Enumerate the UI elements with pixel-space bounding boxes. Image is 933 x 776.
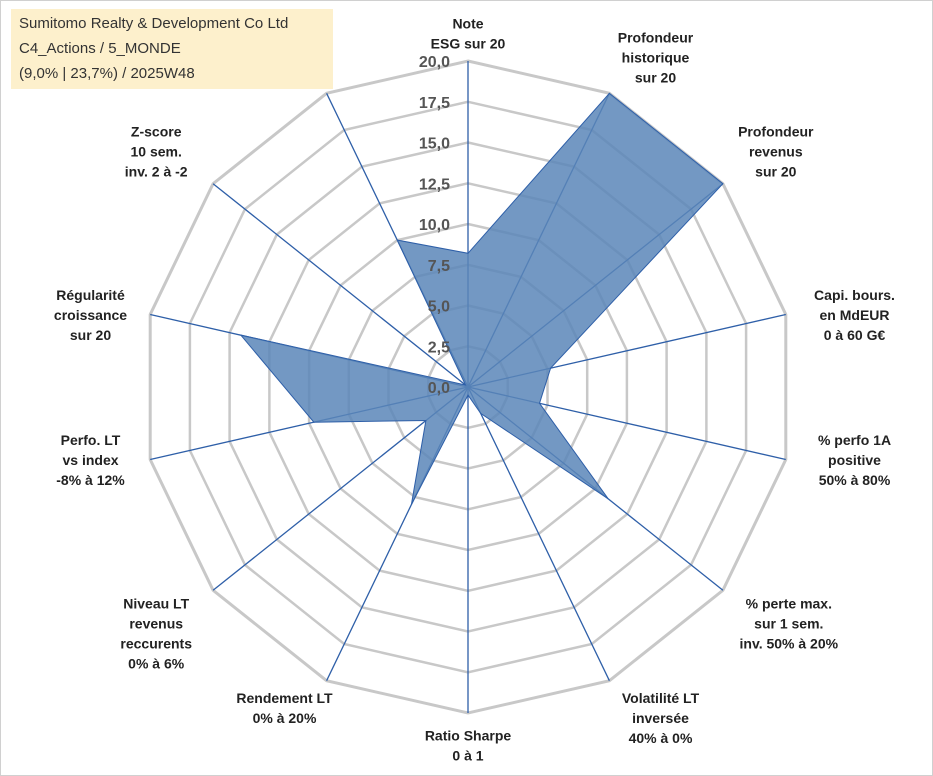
axis-label-line: 0 à 1 — [452, 748, 483, 764]
tick-label: 5,0 — [428, 299, 450, 316]
axis-label: Ratio Sharpe 0 à 1 — [425, 728, 512, 764]
axis-label-line: historique — [622, 49, 690, 65]
axis-label-line: sur 20 — [70, 327, 111, 343]
axis-label: Rendement LT 0% à 20% — [236, 690, 333, 726]
axis-label-line: -8% à 12% — [56, 472, 125, 488]
axis-label-line: inv. 2 à -2 — [125, 164, 188, 180]
axis-label: Profondeur revenus sur 20 — [738, 124, 814, 180]
axis-label-line: % perfo 1A — [818, 432, 891, 448]
axis-label-line: 10 sem. — [131, 144, 182, 160]
axis-label-line: 0% à 20% — [253, 710, 317, 726]
axis-label-line: Régularité — [56, 287, 125, 303]
axis-label-line: sur 20 — [635, 69, 676, 85]
axis-label: Niveau LT revenus reccurents 0% à 6% — [120, 596, 192, 672]
axis-label-line: revenus — [129, 616, 183, 632]
axis-label-line: ESG sur 20 — [431, 36, 506, 52]
tick-label: 2,5 — [428, 339, 450, 356]
axis-label-line: Niveau LT — [123, 596, 189, 612]
radar-tick-labels: 0,0 2,5 5,0 7,5 10,0 12,5 15,0 17,5 20,0 — [419, 54, 450, 397]
axis-label: % perfo 1A positive 50% à 80% — [818, 432, 891, 488]
tick-label: 0,0 — [428, 380, 450, 397]
axis-label-line: Profondeur — [738, 124, 814, 140]
axis-spoke — [467, 386, 610, 681]
axis-label-line: en MdEUR — [820, 307, 890, 323]
axis-label-line: 0% à 6% — [128, 656, 185, 672]
axis-label-line: Capi. bours. — [814, 287, 895, 303]
axis-label-line: Profondeur — [618, 29, 694, 45]
tick-label: 20,0 — [419, 54, 450, 71]
info-box: Sumitomo Realty & Development Co Ltd C4_… — [11, 9, 333, 89]
axis-label-line: sur 1 sem. — [754, 616, 823, 632]
axis-label-line: sur 20 — [755, 164, 796, 180]
axis-label-line: reccurents — [120, 636, 192, 652]
axis-label-line: 40% à 0% — [629, 730, 693, 746]
axis-label-line: croissance — [54, 307, 127, 323]
axis-label: Note ESG sur 20 — [431, 16, 506, 52]
tick-label: 15,0 — [419, 136, 450, 153]
axis-label: Z-score 10 sem. inv. 2 à -2 — [125, 124, 188, 180]
axis-label-line: positive — [828, 452, 881, 468]
axis-label-line: 0 à 60 G€ — [824, 327, 886, 343]
axis-label-line: Perfo. LT — [61, 432, 121, 448]
axis-label-line: vs index — [62, 452, 118, 468]
axis-label: Capi. bours. en MdEUR 0 à 60 G€ — [814, 287, 895, 343]
tick-label: 12,5 — [419, 176, 450, 193]
performance-week: (9,0% | 23,7%) / 2025W48 — [19, 65, 195, 82]
company-name: Sumitomo Realty & Development Co Ltd — [19, 15, 289, 32]
radar-series — [239, 92, 724, 505]
axis-label: Profondeur historique sur 20 — [618, 29, 694, 85]
portfolio-path: C4_Actions / 5_MONDE — [19, 40, 181, 57]
axis-label: Régularité croissance sur 20 — [54, 287, 127, 343]
axis-label-line: % perte max. — [746, 596, 832, 612]
tick-label: 10,0 — [419, 217, 450, 234]
axis-spoke — [212, 183, 469, 388]
tick-label: 7,5 — [428, 258, 450, 275]
axis-label-line: Volatilité LT — [622, 690, 700, 706]
axis-label-line: revenus — [749, 144, 803, 160]
axis-label-line: inv. 50% à 20% — [740, 636, 839, 652]
axis-label: Volatilité LT inversée 40% à 0% — [622, 690, 700, 746]
axis-label-line: Rendement LT — [236, 690, 333, 706]
axis-label-line: Note — [452, 16, 483, 32]
series-area — [239, 92, 724, 505]
axis-label: % perte max. sur 1 sem. inv. 50% à 20% — [740, 596, 839, 652]
axis-label-line: Ratio Sharpe — [425, 728, 512, 744]
tick-label: 17,5 — [419, 95, 450, 112]
axis-label: Perfo. LT vs index -8% à 12% — [56, 432, 125, 488]
axis-label-line: Z-score — [131, 124, 182, 140]
axis-label-line: 50% à 80% — [819, 472, 891, 488]
axis-label-line: inversée — [632, 710, 689, 726]
